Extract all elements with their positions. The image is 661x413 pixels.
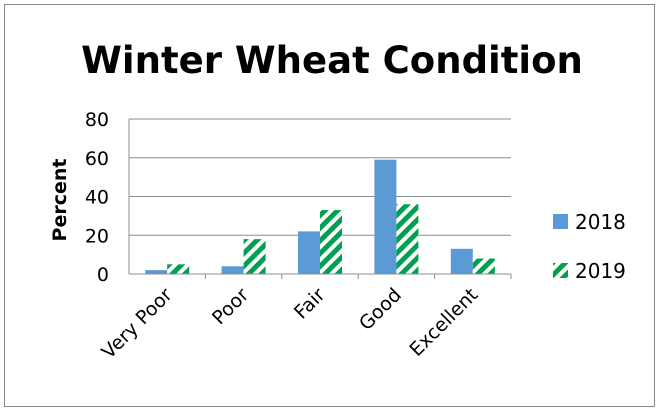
- y-tick-label: 40: [85, 187, 109, 209]
- legend-label-2019: 2019: [575, 259, 626, 283]
- category-label: Very Poor: [97, 284, 176, 363]
- category-label: Fair: [290, 284, 330, 324]
- bar-2018-poor: [221, 266, 244, 274]
- bar-2018-fair: [298, 231, 320, 274]
- bar-2019-fair: [320, 210, 342, 274]
- chart-title: Winter Wheat Condition: [81, 39, 583, 82]
- bar-2019-poor: [243, 239, 266, 274]
- legend-swatch-2018: [553, 214, 568, 229]
- bar-2019-very-poor: [167, 264, 190, 274]
- y-tick-label: 60: [85, 148, 109, 170]
- legend-swatch-2019: [553, 263, 568, 278]
- y-tick-label: 20: [85, 225, 109, 247]
- category-labels: Very Poor Poor Fair Good Excellent: [97, 284, 482, 363]
- chart-frame: Winter Wheat Condition 0 20 40 60 80 Very Po…: [4, 4, 655, 407]
- y-tick-label: 0: [97, 264, 109, 286]
- axes: [128, 119, 512, 279]
- bar-2018-good: [374, 159, 397, 274]
- category-label: Excellent: [405, 284, 482, 361]
- category-label: Poor: [208, 284, 253, 329]
- bars: [145, 159, 495, 274]
- y-tick-labels: 0 20 40 60 80: [85, 109, 109, 286]
- y-tick-label: 80: [85, 109, 109, 131]
- chart-svg: Winter Wheat Condition 0 20 40 60 80 Very Po…: [49, 39, 626, 363]
- legend-label-2018: 2018: [575, 210, 626, 234]
- legend: 2018 2019: [553, 210, 626, 283]
- bar-2018-very-poor: [145, 270, 168, 274]
- bar-2019-good: [396, 204, 419, 274]
- y-axis-label: Percent: [49, 159, 71, 242]
- bar-2019-excellent: [472, 258, 495, 274]
- category-label: Good: [355, 284, 406, 335]
- bar-2018-excellent: [450, 248, 473, 274]
